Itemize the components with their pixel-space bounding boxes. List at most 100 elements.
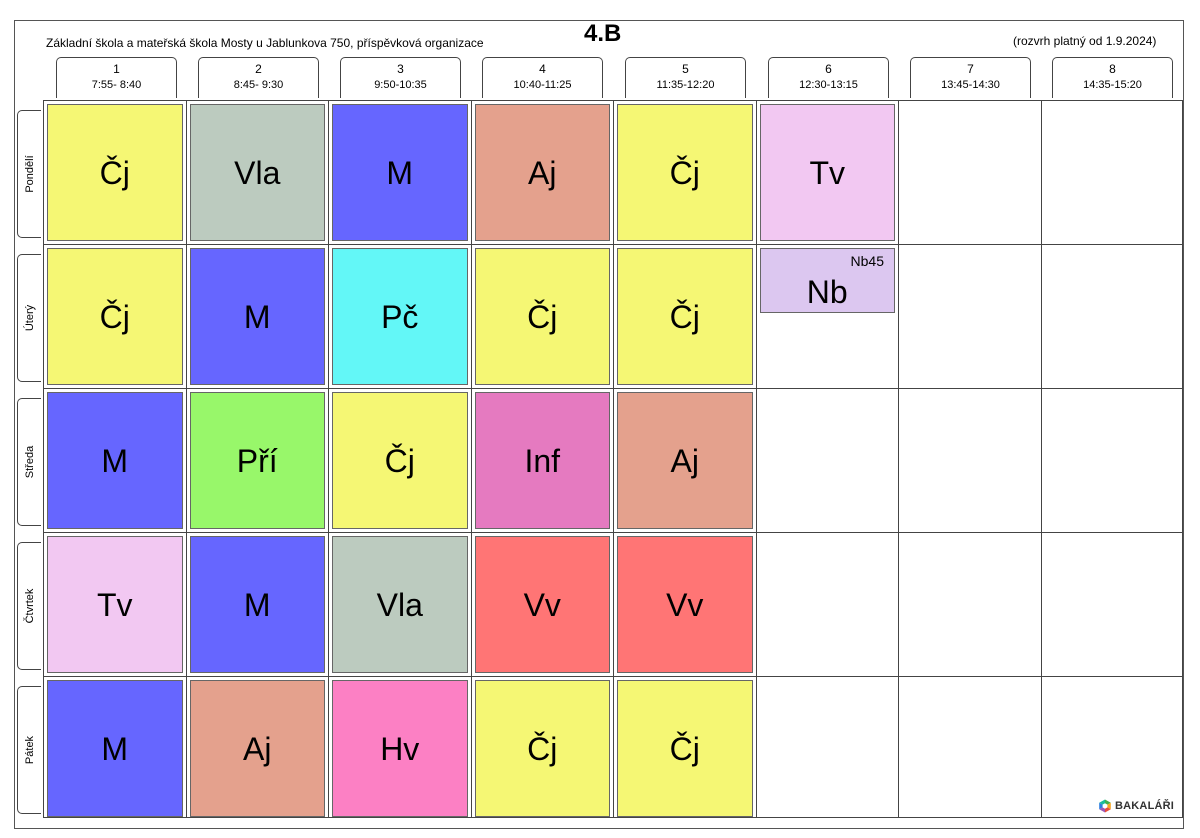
grid-line-vertical (1182, 100, 1183, 818)
period-header-4: 4 10:40-11:25 (482, 57, 603, 98)
lesson-subject: Aj (670, 442, 699, 479)
grid-line-horizontal (43, 532, 1183, 533)
lesson-subject: M (386, 154, 414, 191)
period-time: 9:50-10:35 (374, 79, 427, 91)
lesson-cell: Vla (332, 536, 468, 673)
grid-line-vertical (470, 100, 472, 818)
lesson-cell: Pč (332, 248, 468, 385)
lesson-cell: Čj (617, 248, 753, 385)
lesson-cell: Aj (474, 104, 610, 241)
grid-line-vertical (613, 100, 614, 818)
period-time: 14:35-15:20 (1083, 79, 1142, 91)
lesson-cell: Nb Nb45 (759, 248, 895, 313)
lesson-subject: Čj (384, 442, 415, 479)
period-time: 8:45- 9:30 (233, 79, 284, 91)
logo-text: BAKALÁŘI (1115, 800, 1175, 812)
lesson-subject: Aj (243, 730, 272, 767)
lesson-cell: Čj (474, 680, 610, 817)
lesson-subject: M (101, 442, 129, 479)
day-name: Pondělí (23, 155, 36, 193)
day-label-2: Středa (17, 398, 41, 526)
lesson-subject: Vla (376, 586, 423, 623)
period-time: 12:30-13:15 (799, 79, 858, 91)
bakalari-logo: BAKALÁŘI (1098, 799, 1174, 813)
lesson-subject: Čj (669, 298, 700, 335)
lesson-cell: Čj (47, 248, 183, 385)
lesson-subject: Vla (234, 154, 281, 191)
lesson-subject: M (101, 730, 129, 767)
period-number: 2 (255, 62, 262, 76)
timetable-frame (14, 20, 1184, 829)
lesson-cell: Aj (189, 680, 325, 817)
lesson-cell: Hv (332, 680, 468, 817)
lesson-subject: Aj (528, 154, 557, 191)
day-name: Úterý (23, 304, 36, 332)
lesson-subject: Nb (806, 273, 848, 310)
lesson-subject: Tv (809, 154, 846, 191)
lesson-cell: M (47, 680, 183, 817)
day-name: Středa (23, 445, 36, 479)
grid-line-horizontal (43, 817, 1183, 818)
bakalari-logo-icon (1099, 799, 1111, 813)
lesson-subject: Čj (669, 730, 700, 767)
period-header-1: 1 7:55- 8:40 (56, 57, 177, 98)
day-name: Pátek (23, 735, 36, 765)
lesson-cell: Inf (474, 392, 610, 529)
grid-line-horizontal (43, 388, 1183, 389)
lesson-cell: M (332, 104, 468, 241)
lesson-subject: Čj (99, 154, 130, 191)
period-header-6: 6 12:30-13:15 (768, 57, 889, 98)
lesson-cell: Pří (189, 392, 325, 529)
lesson-cell: Tv (759, 104, 895, 241)
valid-from-text: (rozvrh platný od 1.9.2024) (1013, 34, 1157, 48)
day-label-0: Pondělí (17, 110, 41, 238)
lesson-subject: M (243, 298, 271, 335)
day-label-3: Čtvrtek (17, 542, 41, 670)
grid-line-vertical (185, 100, 187, 818)
lesson-subject: Pč (381, 298, 419, 335)
period-header-7: 7 13:45-14:30 (910, 57, 1031, 98)
lesson-cell: M (189, 248, 325, 385)
period-header-5: 5 11:35-12:20 (625, 57, 746, 98)
day-label-4: Pátek (17, 686, 41, 814)
period-time: 7:55- 8:40 (91, 79, 142, 91)
lesson-subject: Hv (380, 730, 420, 767)
lesson-subject: Čj (527, 730, 558, 767)
lesson-subject: Čj (527, 298, 558, 335)
lesson-cell: M (47, 392, 183, 529)
lesson-subject: Čj (99, 298, 130, 335)
lesson-cell: Vv (474, 536, 610, 673)
grid-line-vertical (1040, 100, 1042, 818)
lesson-subject: Inf (524, 442, 561, 479)
timetable-grid: Čj Vla M Aj Čj Tv Čj M Pč Čj Čj Nb Nb45 M Pří Čj Inf Aj Tv… (43, 100, 1183, 818)
period-number: 1 (113, 62, 120, 76)
period-number: 6 (825, 62, 832, 76)
period-number: 3 (397, 62, 404, 76)
lesson-room: Nb45 (850, 253, 884, 269)
period-header-2: 2 8:45- 9:30 (198, 57, 319, 98)
period-number: 8 (1109, 62, 1116, 76)
lesson-cell: Čj (617, 680, 753, 817)
grid-line-horizontal (43, 100, 1183, 101)
day-label-1: Úterý (17, 254, 41, 382)
lesson-cell: Vv (617, 536, 753, 673)
lesson-cell: Vla (189, 104, 325, 241)
lesson-cell: M (189, 536, 325, 673)
grid-line-vertical (328, 100, 329, 818)
period-time: 10:40-11:25 (513, 79, 572, 91)
school-name: Základní škola a mateřská škola Mosty u … (46, 36, 484, 50)
lesson-subject: M (243, 586, 271, 623)
grid-line-vertical (755, 100, 757, 818)
lesson-subject: Vv (523, 586, 561, 623)
lesson-cell: Čj (332, 392, 468, 529)
class-title: 4.B (584, 20, 622, 47)
lesson-cell: Čj (617, 104, 753, 241)
lesson-subject: Pří (236, 442, 278, 479)
period-number: 7 (967, 62, 974, 76)
grid-line-vertical (43, 100, 44, 818)
period-number: 5 (682, 62, 689, 76)
lesson-cell: Aj (617, 392, 753, 529)
period-header-3: 3 9:50-10:35 (340, 57, 461, 98)
grid-line-vertical (898, 100, 899, 818)
period-time: 13:45-14:30 (941, 79, 1000, 91)
